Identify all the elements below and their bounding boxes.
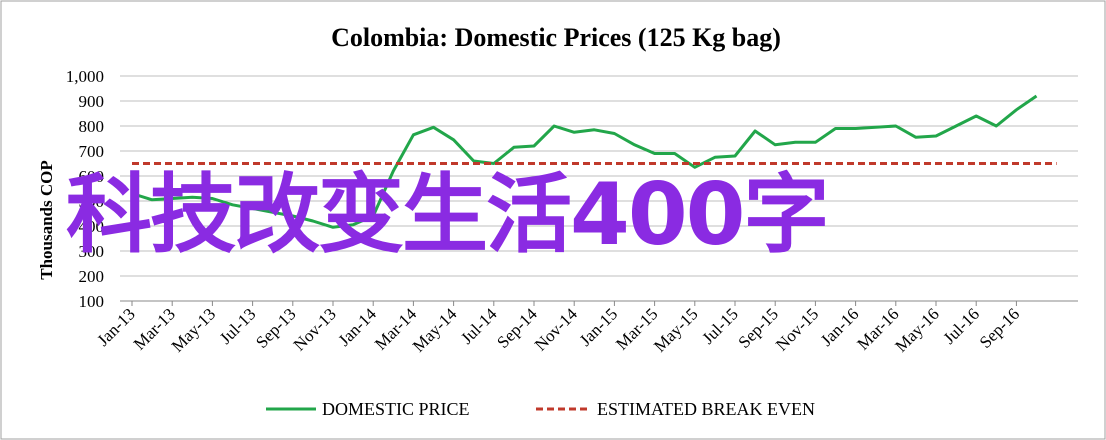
y-tick-label: 1,000 bbox=[66, 67, 104, 86]
overlay-watermark-text: 科技改变生活400字 bbox=[66, 165, 830, 265]
legend-label-domestic-price: DOMESTIC PRICE bbox=[322, 399, 470, 419]
y-tick-label: 500 bbox=[79, 192, 105, 211]
y-tick-label: 400 bbox=[79, 217, 105, 236]
chart-title: Colombia: Domestic Prices (125 Kg bag) bbox=[331, 23, 781, 52]
series-line-domestic-price bbox=[131, 94, 1038, 229]
y-tick-label: 300 bbox=[79, 242, 105, 261]
legend-label-break-even: ESTIMATED BREAK EVEN bbox=[597, 399, 815, 419]
legend: DOMESTIC PRICE ESTIMATED BREAK EVEN bbox=[266, 399, 815, 419]
series-lines bbox=[131, 94, 1057, 229]
y-tick-label: 900 bbox=[79, 92, 105, 111]
y-tick-label: 600 bbox=[79, 167, 105, 186]
gridlines bbox=[120, 75, 1078, 302]
y-tick-label: 200 bbox=[79, 267, 105, 286]
y-axis-label: Thousands COP bbox=[37, 160, 56, 280]
y-tick-label: 100 bbox=[79, 292, 105, 311]
y-tick-label: 700 bbox=[79, 142, 105, 161]
y-tick-label: 800 bbox=[79, 117, 105, 136]
y-tick-labels: 100 200 300 400 500 600 700 800 900 1,000 bbox=[66, 67, 104, 311]
